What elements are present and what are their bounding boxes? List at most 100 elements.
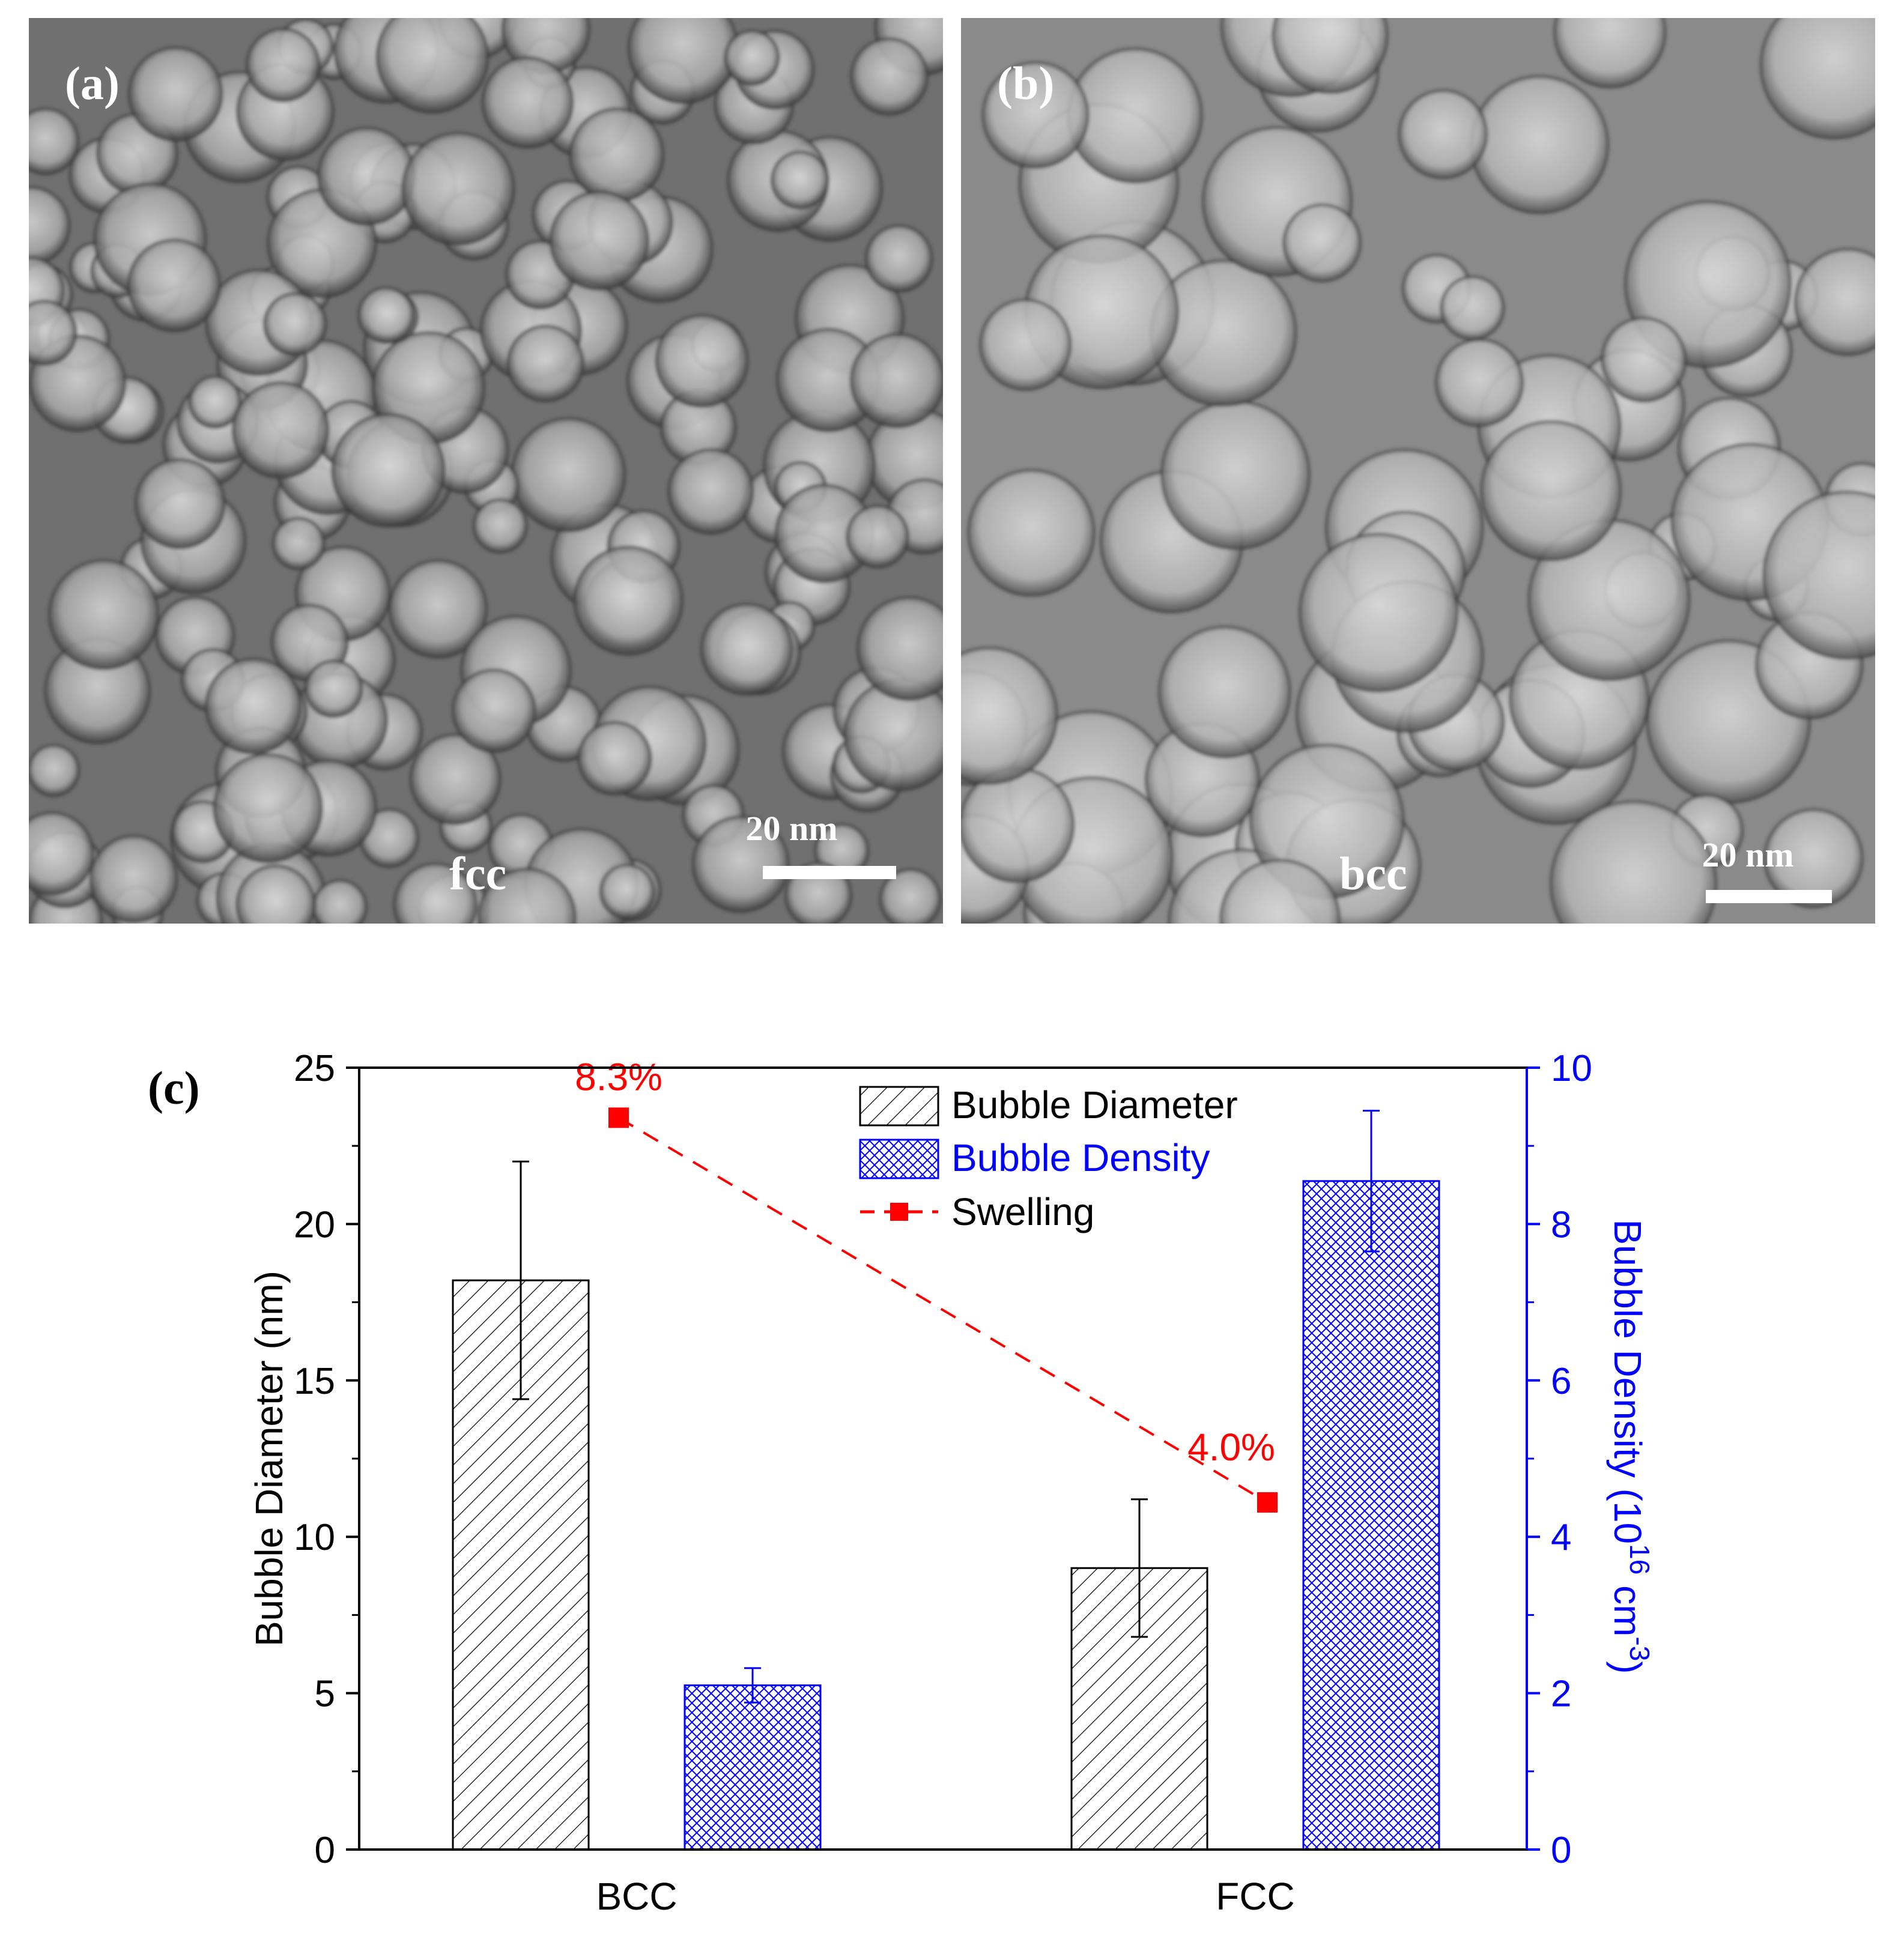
- micrograph-fcc-image: [29, 18, 943, 924]
- bubble: [29, 811, 94, 896]
- phase-label-bcc: bcc: [1339, 847, 1407, 900]
- right-tick-label: 0: [1551, 1830, 1571, 1871]
- legend-swatch-density: [859, 1139, 939, 1179]
- swelling-series: 8.3% 4.0%: [575, 1055, 1278, 1513]
- bars: [452, 1110, 1440, 1851]
- right-tick-label: 8: [1551, 1204, 1571, 1245]
- bubble: [770, 151, 829, 210]
- legend: Bubble Diameter Bubble Density Swelling: [859, 1083, 1238, 1233]
- micrograph-bcc-image: [961, 18, 1875, 924]
- bubble: [29, 300, 77, 366]
- bubble: [961, 647, 1058, 785]
- bubble: [271, 517, 326, 570]
- bubble: [511, 417, 626, 533]
- bubble: [1440, 276, 1505, 340]
- bubble: [577, 721, 652, 796]
- scale-bar-label-b: 20 nm: [1702, 835, 1794, 874]
- bubble: [1762, 491, 1875, 660]
- bubble: [569, 107, 665, 203]
- micrograph-fcc: (a) fcc 20 nm: [29, 18, 943, 924]
- bubble: [128, 46, 223, 142]
- bubble: [849, 333, 943, 429]
- legend-label-density: Bubble Density: [951, 1136, 1210, 1179]
- bubble: [1272, 18, 1389, 94]
- bubble: [213, 753, 323, 864]
- bubble: [1763, 808, 1864, 909]
- bubble: [1158, 626, 1291, 758]
- bubble: [856, 596, 943, 701]
- bubble: [29, 107, 79, 175]
- scale-bar-b: [1706, 890, 1832, 903]
- bubble: [1480, 420, 1622, 561]
- swelling-marker: [608, 1107, 629, 1128]
- bubble: [409, 733, 502, 825]
- x-category-bcc: BCC: [596, 1875, 677, 1918]
- micrograph-bcc: (b) bcc 20 nm: [961, 18, 1875, 924]
- y-axis-label-left: Bubble Diameter (nm): [247, 1271, 291, 1647]
- bubble: [357, 286, 415, 344]
- bubble: [1299, 533, 1458, 693]
- bar-density-fcc: [1302, 1180, 1440, 1851]
- panel-label-a: (a): [65, 57, 120, 109]
- bubble: [393, 862, 478, 924]
- swelling-marker: [1257, 1492, 1278, 1513]
- bubble: [304, 659, 363, 718]
- bubble: [1160, 400, 1311, 550]
- bubble: [1282, 203, 1362, 283]
- bubble-chart: (c) 0 5 10 15 20 25 0 2 4 6 8 10 8.3% 4.0% BCC FCC B…: [148, 1048, 1655, 1918]
- x-category-fcc: FCC: [1216, 1875, 1295, 1918]
- left-tick-label: 15: [294, 1361, 335, 1402]
- bubble: [968, 469, 1096, 597]
- bubble: [573, 545, 684, 656]
- left-tick-label: 0: [315, 1830, 335, 1871]
- bubble: [401, 132, 515, 246]
- bubble: [549, 190, 649, 291]
- y-axis-label-right: Bubble Density (1016 cm-3): [1606, 1219, 1655, 1674]
- bubble: [127, 238, 221, 333]
- bubble: [667, 448, 754, 535]
- left-tick-label: 5: [315, 1674, 335, 1715]
- bubble: [1435, 338, 1524, 428]
- right-tick-label: 6: [1551, 1361, 1571, 1402]
- bubble: [1219, 859, 1341, 924]
- panel-label-c: (c): [148, 1062, 200, 1114]
- legend-label-swelling: Swelling: [951, 1190, 1094, 1233]
- bubble: [1550, 800, 1717, 924]
- bubble: [481, 56, 574, 149]
- swelling-value-label: 4.0%: [1187, 1426, 1275, 1469]
- bubble: [246, 28, 321, 103]
- bubble: [1793, 248, 1875, 356]
- bubble: [331, 413, 446, 528]
- bubble: [375, 18, 489, 114]
- left-tick-label: 20: [294, 1204, 335, 1245]
- bubble: [135, 458, 226, 549]
- left-axis-ticks: 0 5 10 15 20 25: [294, 1048, 359, 1871]
- bubble: [879, 868, 942, 924]
- right-tick-label: 2: [1551, 1674, 1571, 1715]
- bubble: [724, 29, 780, 86]
- bubble: [692, 815, 790, 913]
- right-tick-label: 10: [1551, 1048, 1592, 1089]
- bubble: [981, 61, 1090, 169]
- legend-swatch-swelling-marker: [890, 1203, 908, 1221]
- right-tick-label: 4: [1551, 1517, 1571, 1558]
- bubble: [846, 504, 909, 569]
- bubble: [317, 127, 416, 226]
- bubble: [235, 864, 316, 924]
- phase-label-fcc: fcc: [449, 847, 507, 900]
- bar-density-bcc: [684, 1684, 822, 1851]
- bubble: [205, 658, 302, 755]
- bubble: [89, 835, 178, 924]
- legend-label-diameter: Bubble Diameter: [951, 1083, 1238, 1127]
- bubble: [1601, 316, 1687, 403]
- bubble: [388, 559, 488, 659]
- x-category-labels: BCC FCC: [596, 1875, 1294, 1918]
- bubble: [1398, 89, 1488, 180]
- bubble: [979, 298, 1072, 391]
- panel-label-b: (b): [997, 57, 1055, 109]
- right-axis-ticks: 0 2 4 6 8 10: [1527, 1048, 1592, 1871]
- bubble: [452, 668, 536, 753]
- bubble: [599, 864, 655, 920]
- left-tick-label: 10: [294, 1517, 335, 1558]
- scale-bar-a: [763, 866, 896, 879]
